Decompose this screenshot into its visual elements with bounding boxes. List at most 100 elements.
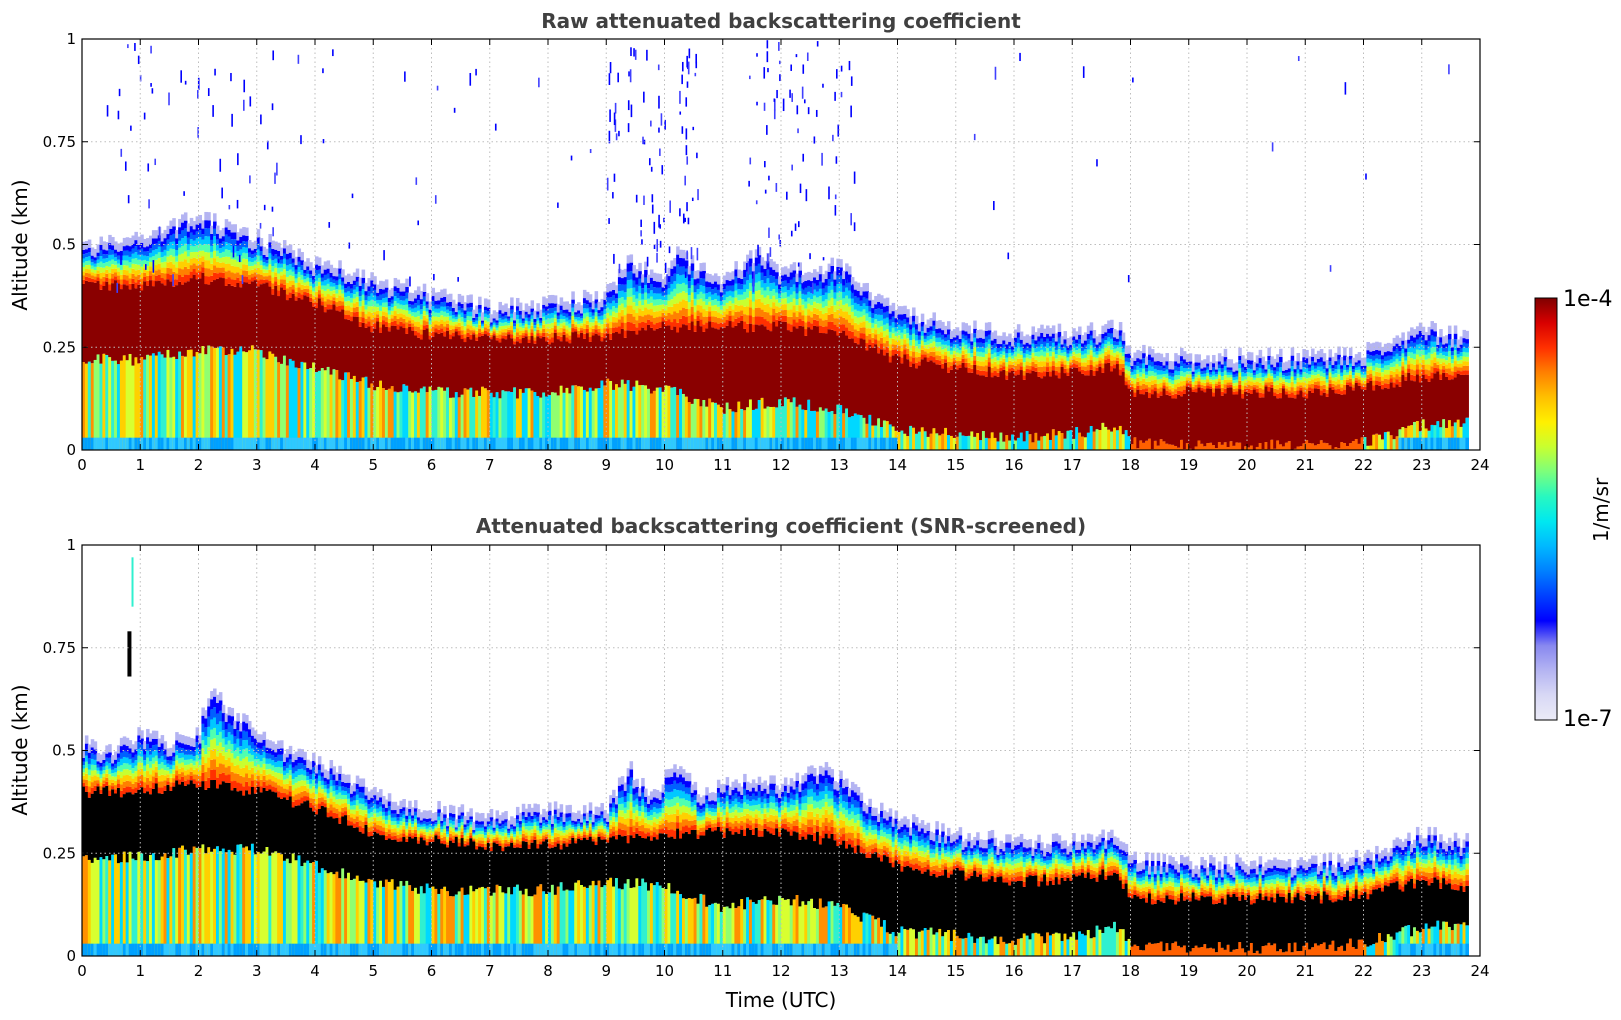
backscatter-cell — [282, 437, 287, 450]
backscatter-cell — [90, 363, 95, 450]
backscatter-cell — [847, 282, 852, 291]
backscatter-cell — [527, 342, 532, 389]
backscatter-cell — [1063, 343, 1068, 348]
backscatter-cell — [845, 335, 849, 409]
backscatter-cell — [652, 272, 657, 281]
backscatter-cell — [1244, 391, 1248, 447]
backscatter-cell — [527, 332, 532, 336]
backscatter-cell — [355, 306, 360, 312]
backscatter-cell — [833, 298, 837, 306]
backscatter-cell — [1322, 361, 1327, 366]
backscatter-cell — [434, 437, 438, 450]
backscatter-cell — [309, 297, 313, 302]
backscatter-cell — [612, 322, 616, 328]
backscatter-cell — [134, 231, 138, 241]
backscatter-cell — [909, 340, 913, 346]
backscatter-cell — [483, 437, 488, 450]
backscatter-cell — [626, 330, 631, 381]
backscatter-cell — [565, 317, 569, 322]
backscatter-cell — [248, 437, 252, 450]
backscatter-cell — [527, 388, 532, 450]
backscatter-cell — [909, 356, 913, 362]
backscatter-cell — [562, 301, 567, 310]
backscatter-cell — [778, 307, 782, 312]
backscatter-cell — [90, 247, 95, 256]
backscatter-cell — [856, 310, 861, 318]
backscatter-cell — [1145, 374, 1149, 379]
backscatter-cell — [786, 290, 791, 297]
backscatter-cell — [556, 322, 561, 326]
backscatter-cell — [198, 250, 203, 258]
backscatter-cell — [743, 306, 747, 315]
backscatter-cell — [416, 316, 421, 322]
backscatter-cell — [1206, 382, 1210, 386]
backscatter-cell — [1220, 391, 1225, 396]
backscatter-cell — [102, 254, 106, 259]
backscatter-cell — [518, 389, 523, 450]
backscatter-cell — [746, 288, 750, 298]
backscatter-cell — [1177, 375, 1181, 380]
backscatter-cell — [728, 280, 733, 286]
backscatter-cell — [810, 317, 814, 324]
backscatter-cell — [967, 372, 971, 436]
backscatter-cell — [448, 334, 453, 340]
backscatter-cell — [181, 269, 185, 277]
backscatter-cell — [1124, 377, 1129, 382]
backscatter-cell — [868, 305, 872, 312]
backscatter-cell — [1127, 371, 1132, 376]
backscatter-cell — [912, 363, 916, 428]
backscatter-cell — [716, 329, 721, 405]
backscatter-cell — [143, 238, 147, 248]
backscatter-cell — [448, 315, 453, 321]
backscatter-cell — [1171, 376, 1175, 381]
backscatter-cell — [708, 287, 712, 292]
backscatter-cell — [754, 265, 759, 275]
backscatter-cell — [1188, 371, 1193, 375]
backscatter-cell — [696, 289, 701, 295]
backscatter-cell — [542, 392, 546, 450]
backscatter-cell — [1113, 337, 1117, 342]
backscatter-cell — [213, 213, 217, 222]
backscatter-cell — [952, 340, 957, 345]
backscatter-cell — [1028, 347, 1033, 352]
backscatter-cell — [242, 351, 246, 450]
backscatter-cell — [163, 244, 168, 250]
backscatter-cell — [658, 293, 663, 300]
backscatter-cell — [938, 328, 942, 333]
backscatter-cell — [198, 257, 203, 265]
backscatter-cell — [798, 277, 802, 285]
backscatter-cell — [885, 323, 890, 330]
backscatter-cell — [853, 437, 858, 450]
backscatter-cell — [1127, 436, 1132, 450]
backscatter-cell — [373, 317, 377, 324]
backscatter-cell — [280, 247, 284, 256]
backscatter-cell — [1147, 392, 1152, 399]
backscatter-cell — [850, 331, 855, 339]
backscatter-cell — [114, 249, 118, 254]
backscatter-cell — [725, 325, 730, 403]
backscatter-cell — [472, 330, 476, 333]
backscatter-cell — [792, 326, 797, 398]
backscatter-cell — [789, 402, 794, 450]
backscatter-cell — [1316, 358, 1321, 363]
backscatter-cell — [748, 323, 753, 400]
backscatter-cell — [891, 322, 896, 328]
backscatter-cell — [786, 437, 791, 450]
backscatter-cell — [775, 312, 779, 320]
backscatter-cell — [1016, 353, 1021, 359]
backscatter-cell — [248, 275, 252, 280]
backscatter-cell — [256, 274, 261, 281]
backscatter-cell — [224, 285, 229, 356]
backscatter-cell — [1267, 391, 1271, 450]
backscatter-cell — [597, 322, 602, 326]
backscatter-cell — [478, 395, 482, 450]
backscatter-cell — [856, 344, 861, 415]
backscatter-cell — [612, 306, 616, 312]
backscatter-cell — [1182, 380, 1187, 386]
backscatter-cell — [568, 327, 572, 332]
backscatter-cell — [649, 296, 654, 303]
backscatter-cell — [1011, 358, 1015, 362]
backscatter-cell — [1089, 330, 1094, 336]
backscatter-cell — [600, 341, 604, 381]
backscatter-cell — [571, 332, 575, 386]
